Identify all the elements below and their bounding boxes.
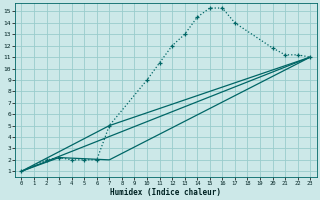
X-axis label: Humidex (Indice chaleur): Humidex (Indice chaleur): [110, 188, 221, 197]
